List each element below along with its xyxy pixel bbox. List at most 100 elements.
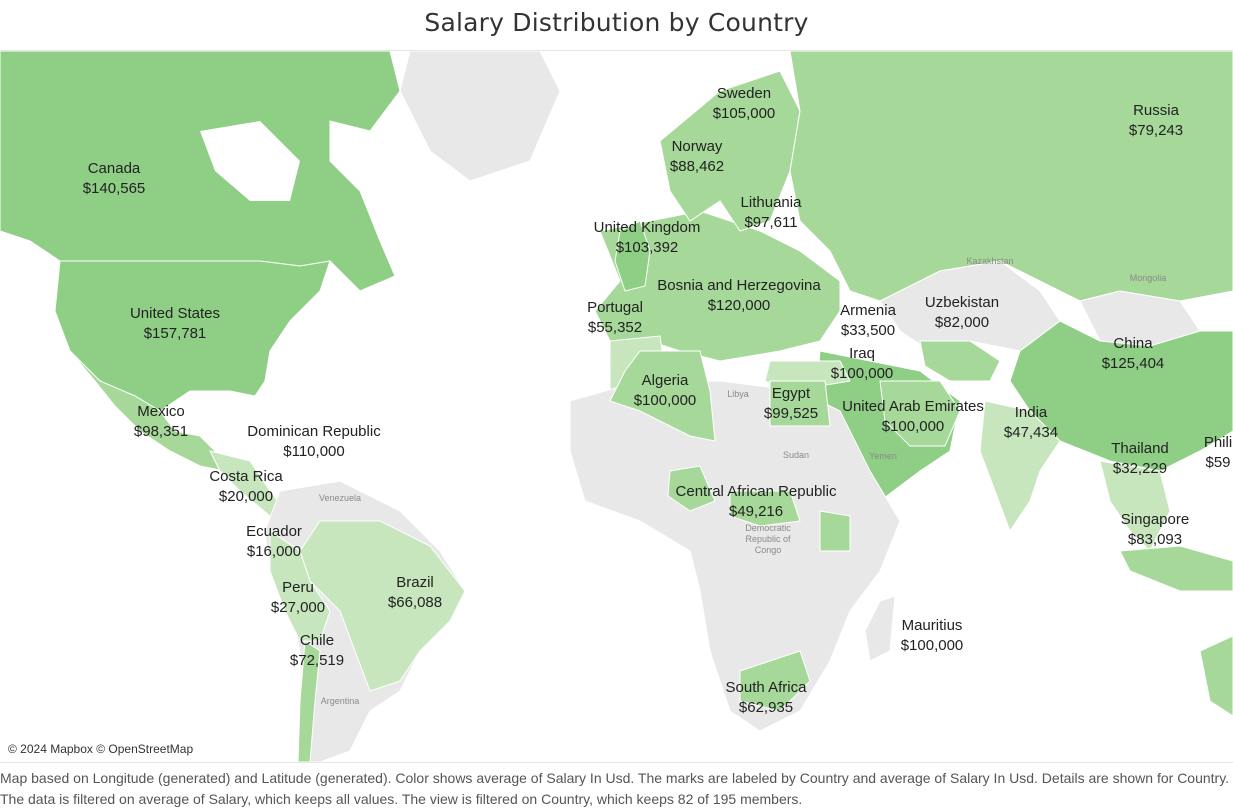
region-greenland (399, 51, 561, 182)
country-label[interactable]: Iraq $100,000 (831, 344, 894, 384)
country-salary: $105,000 (712, 105, 776, 122)
country-name: Portugal (587, 299, 643, 316)
country-name: United States (129, 305, 221, 322)
country-salary: $120,000 (707, 297, 771, 314)
region-nigeria (667, 465, 716, 512)
country-label[interactable]: United Arab Emirates $100,000 (842, 397, 984, 437)
country-label[interactable]: Portugal $55,352 (587, 298, 643, 338)
country-salary: $79,243 (1128, 122, 1184, 139)
country-name: Brazil (396, 574, 434, 591)
country-salary: $32,229 (1112, 460, 1168, 477)
region-egypt (769, 380, 831, 427)
country-salary: $157,781 (143, 325, 207, 342)
region-madagascar (864, 595, 896, 662)
chart-title: Salary Distribution by Country (424, 8, 809, 37)
country-name: Bosnia and Herzegovina (657, 277, 821, 294)
country-salary: $98,351 (133, 423, 189, 440)
country-label[interactable]: Mexico $98,351 (134, 402, 188, 442)
map-attribution[interactable]: © 2024 Mapbox © OpenStreetMap (8, 742, 194, 756)
country-name: South Africa (725, 679, 807, 696)
country-name: Norway (671, 138, 723, 155)
country-salary: $100,000 (633, 392, 697, 409)
country-label[interactable]: Phili $59 (1204, 433, 1232, 473)
map-caption: Map based on Longitude (generated) and L… (0, 770, 1230, 807)
country-name: United Kingdom (593, 219, 701, 236)
country-label[interactable]: India $47,434 (1004, 403, 1058, 443)
basemap-label: Libya (727, 389, 749, 399)
country-label[interactable]: Chile $72,519 (290, 631, 344, 671)
country-name: India (1014, 404, 1048, 421)
country-name: Singapore (1120, 511, 1190, 528)
region-chile (297, 640, 321, 762)
country-label[interactable]: Central African Republic $49,216 (676, 482, 837, 522)
country-name: Peru (282, 579, 314, 596)
country-name: Phili (1203, 434, 1233, 451)
map-view[interactable]: Kazakhstan Mongolia Libya Sudan Yemen Ve… (0, 50, 1233, 763)
country-label[interactable]: Bosnia and Herzegovina $120,000 (657, 276, 820, 316)
basemap-label: Democratic Republic of Congo (745, 523, 791, 555)
region-kenya (819, 510, 851, 552)
country-label[interactable]: Uzbekistan $82,000 (925, 293, 999, 333)
country-label[interactable]: Canada $140,565 (83, 159, 146, 199)
country-name: Uzbekistan (924, 294, 1000, 311)
country-label[interactable]: Peru $27,000 (271, 578, 325, 618)
basemap-label: Argentina (320, 696, 360, 706)
country-label[interactable]: Costa Rica $20,000 (209, 467, 282, 507)
country-salary: $55,352 (587, 319, 643, 336)
region-scandinavia (659, 70, 801, 232)
country-salary: $88,462 (669, 158, 725, 175)
country-label[interactable]: Algeria $100,000 (634, 371, 697, 411)
country-salary: $27,000 (270, 599, 326, 616)
country-salary: $47,434 (1003, 424, 1059, 441)
region-algeria (609, 350, 716, 442)
country-salary: $110,000 (283, 443, 345, 460)
region-indonesia (1119, 545, 1233, 592)
country-salary: $125,404 (1101, 355, 1165, 372)
country-label[interactable]: Singapore $83,093 (1121, 510, 1189, 550)
country-salary: $103,392 (615, 239, 679, 256)
country-label[interactable]: United States $157,781 (130, 304, 220, 344)
basemap-label: Sudan (782, 450, 810, 460)
country-label[interactable]: Mauritius $100,000 (901, 616, 964, 656)
country-name: Chile (299, 632, 335, 649)
country-name: Russia (1133, 102, 1179, 119)
country-salary: $62,935 (738, 699, 794, 716)
map-canvas (0, 51, 1233, 762)
country-name: Sweden (716, 85, 772, 102)
country-label[interactable]: Russia $79,243 (1129, 101, 1183, 141)
region-india (979, 400, 1061, 533)
country-name: Iraq (849, 345, 875, 362)
country-name: United Arab Emirates (842, 398, 984, 415)
country-label[interactable]: South Africa $62,935 (726, 678, 807, 718)
country-salary: $82,000 (934, 314, 990, 331)
country-label[interactable]: Norway $88,462 (670, 137, 724, 177)
country-label[interactable]: Sweden $105,000 (713, 84, 776, 124)
country-label[interactable]: Ecuador $16,000 (246, 522, 302, 562)
region-central-african-republic (729, 490, 801, 527)
country-label[interactable]: Dominican Republic $110,000 (247, 422, 380, 462)
basemap-label: Yemen (869, 451, 897, 461)
basemap-label: Mongolia (1129, 273, 1167, 283)
country-label[interactable]: Lithuania $97,611 (741, 193, 802, 233)
country-label[interactable]: Armenia $33,500 (840, 301, 896, 341)
region-united-kingdom (614, 220, 651, 292)
country-name: Egypt (771, 385, 811, 402)
country-salary: $20,000 (218, 488, 274, 505)
country-label[interactable]: Thailand $32,229 (1111, 439, 1169, 479)
country-name: Canada (87, 160, 141, 177)
country-name: China (1113, 335, 1153, 352)
country-salary: $100,000 (900, 637, 964, 654)
country-name: Thailand (1111, 440, 1169, 457)
country-salary: $49,216 (728, 503, 784, 520)
country-name: Costa Rica (209, 468, 283, 485)
country-label[interactable]: United Kingdom $103,392 (594, 218, 701, 258)
region-australia (1199, 635, 1233, 717)
country-label[interactable]: China $125,404 (1102, 334, 1165, 374)
country-name: Central African Republic (675, 483, 837, 500)
country-name: Dominican Republic (247, 423, 381, 440)
country-salary: $16,000 (246, 543, 302, 560)
country-label[interactable]: Egypt $99,525 (764, 384, 818, 424)
country-name: Armenia (840, 302, 896, 319)
country-label[interactable]: Brazil $66,088 (388, 573, 442, 613)
region-iran (879, 380, 961, 447)
